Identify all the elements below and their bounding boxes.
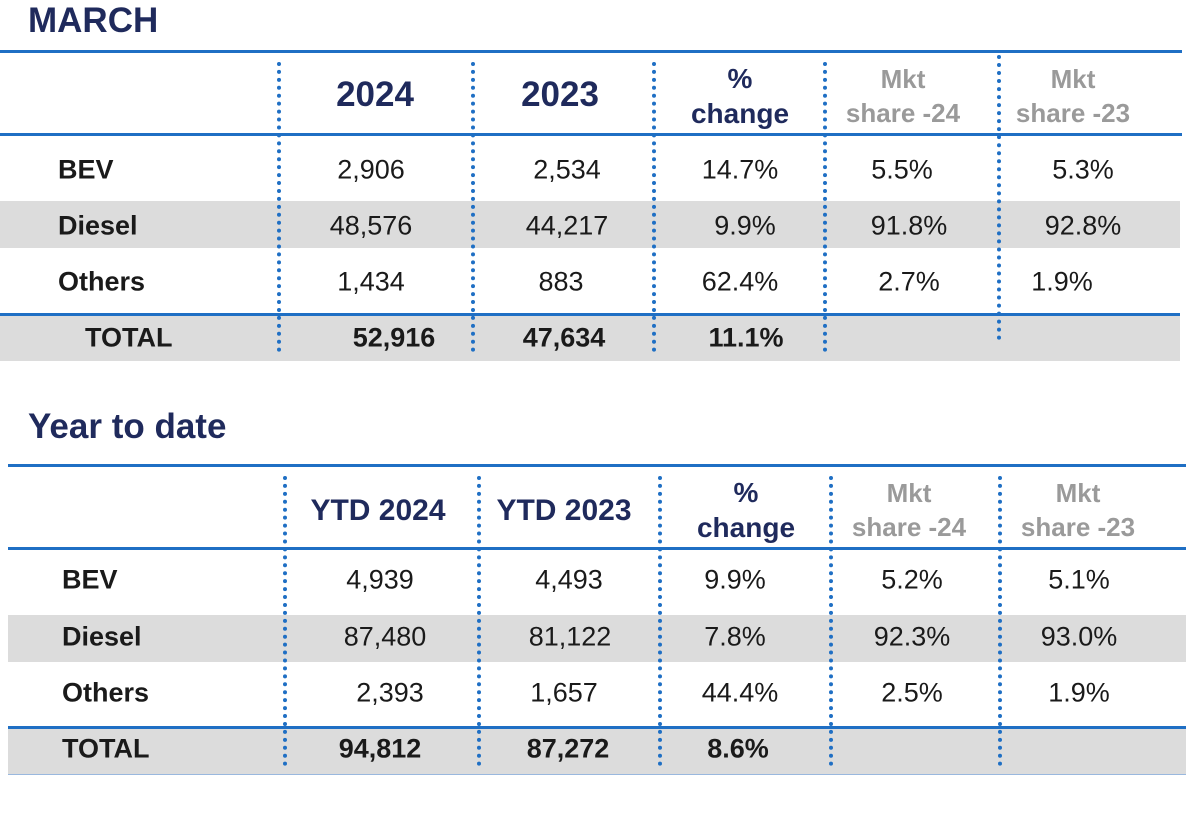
table-cell: 1,434	[337, 266, 405, 297]
march-header-mkt-share-23: Mkt share -23	[1016, 62, 1130, 130]
pct-symbol: %	[733, 477, 759, 508]
table-cell: 44.4%	[701, 677, 779, 708]
march-header-rule	[0, 133, 1182, 136]
table-cell: 2,534	[533, 154, 601, 185]
row-label-bev: BEV	[62, 564, 118, 595]
mkt-label: Mkt	[886, 478, 932, 508]
table-cell-total: 8.6%	[707, 733, 769, 764]
table-cell: 87,480	[343, 621, 427, 652]
ytd-bottom-rule	[8, 774, 1186, 775]
march-title: MARCH	[28, 1, 159, 40]
table-cell: 62.4%	[701, 266, 779, 297]
table-cell-total: 47,634	[522, 322, 606, 353]
table-cell: 7.8%	[704, 621, 766, 652]
ytd-col-separator	[998, 476, 1002, 766]
share-label: share -23	[1020, 512, 1136, 542]
table-cell: 883	[538, 266, 584, 297]
ytd-header-2023: YTD 2023	[496, 494, 632, 527]
table-cell: 2,906	[337, 154, 405, 185]
table-cell: 1,657	[530, 677, 598, 708]
ytd-header-mkt-share-24: Mkt share -24	[852, 476, 966, 544]
march-top-rule	[0, 50, 1182, 53]
ytd-top-rule	[8, 464, 1186, 467]
march-header-2023: 2023	[521, 75, 599, 114]
march-col-separator	[823, 62, 827, 352]
table-cell: 2.5%	[881, 677, 943, 708]
table-cell: 81,122	[528, 621, 612, 652]
row-label-others: Others	[58, 266, 146, 297]
pct-word: change	[690, 98, 790, 129]
row-label-diesel: Diesel	[58, 210, 138, 241]
table-cell: 93.0%	[1040, 621, 1118, 652]
row-label-total: TOTAL	[85, 322, 173, 353]
pct-word: change	[696, 512, 796, 543]
ytd-header-mkt-share-23: Mkt share -23	[1021, 476, 1135, 544]
ytd-title: Year to date	[28, 407, 227, 446]
table-cell-total: 11.1%	[708, 322, 784, 353]
table-cell-total: 52,916	[352, 322, 436, 353]
ytd-col-separator	[829, 476, 833, 766]
march-col-separator	[277, 62, 281, 352]
table-cell-total: 87,272	[526, 733, 610, 764]
ytd-total-band	[8, 729, 1186, 774]
ytd-header-2024: YTD 2024	[310, 494, 446, 527]
table-cell-total: 94,812	[338, 733, 422, 764]
mkt-label: Mkt	[1055, 478, 1101, 508]
table-cell: 9.9%	[704, 564, 766, 595]
share-label: share -24	[845, 98, 961, 128]
share-label: share -24	[851, 512, 967, 542]
march-diesel-band	[0, 201, 1180, 248]
row-label-total: TOTAL	[62, 733, 150, 764]
march-total-rule	[0, 313, 1180, 316]
ytd-diesel-band	[8, 615, 1186, 662]
table-cell: 48,576	[329, 210, 413, 241]
table-cell: 92.8%	[1044, 210, 1122, 241]
table-cell: 92.3%	[873, 621, 951, 652]
table-cell: 5.5%	[871, 154, 933, 185]
march-header-pct-change: % change	[691, 61, 789, 131]
table-cell: 2,393	[356, 677, 424, 708]
ytd-col-separator	[477, 476, 481, 766]
table-cell: 9.9%	[714, 210, 776, 241]
ytd-col-separator	[283, 476, 287, 766]
table-cell: 91.8%	[870, 210, 948, 241]
march-header-2024: 2024	[336, 75, 414, 114]
march-total-band	[0, 316, 1180, 361]
table-cell: 5.1%	[1048, 564, 1110, 595]
table-cell: 1.9%	[1048, 677, 1110, 708]
ytd-header-pct-change: % change	[697, 475, 795, 545]
ytd-total-rule	[8, 726, 1186, 729]
table-cell: 5.2%	[881, 564, 943, 595]
row-label-bev: BEV	[58, 154, 114, 185]
mkt-label: Mkt	[880, 64, 926, 94]
row-label-others: Others	[62, 677, 150, 708]
march-header-mkt-share-24: Mkt share -24	[846, 62, 960, 130]
table-cell: 4,939	[346, 564, 414, 595]
table-cell: 4,493	[535, 564, 603, 595]
march-col-separator	[997, 55, 1001, 340]
march-col-separator	[652, 62, 656, 352]
ytd-header-rule	[8, 547, 1186, 550]
row-label-diesel: Diesel	[62, 621, 142, 652]
share-label: share -23	[1015, 98, 1131, 128]
ytd-col-separator	[658, 476, 662, 766]
march-col-separator	[471, 62, 475, 352]
mkt-label: Mkt	[1050, 64, 1096, 94]
table-cell: 5.3%	[1052, 154, 1114, 185]
table-cell: 2.7%	[878, 266, 940, 297]
table-cell: 44,217	[525, 210, 609, 241]
pct-symbol: %	[727, 63, 753, 94]
table-cell: 14.7%	[701, 154, 779, 185]
table-cell: 1.9%	[1031, 266, 1093, 297]
